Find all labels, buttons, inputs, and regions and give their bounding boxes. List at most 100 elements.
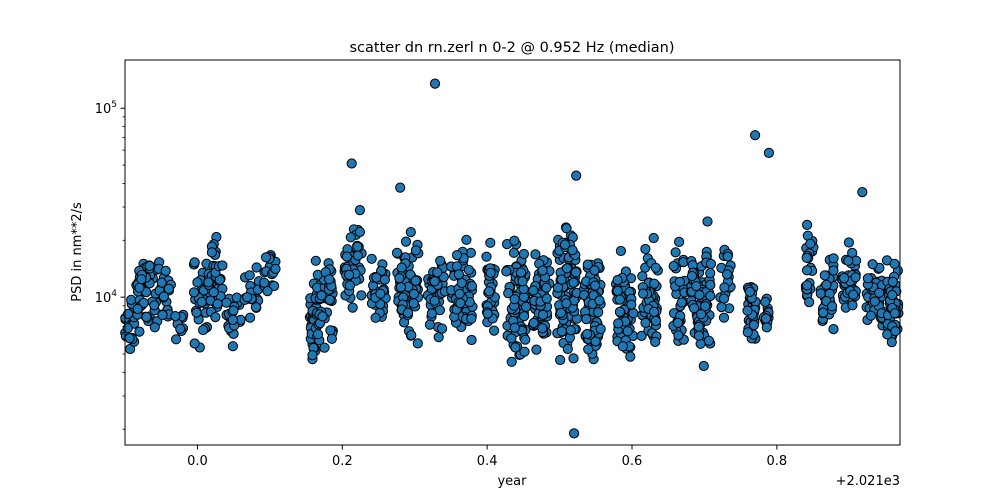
data-point: [718, 312, 730, 323]
data-point: [719, 282, 730, 293]
data-point: [760, 296, 771, 308]
data-point: [819, 270, 830, 281]
data-point: [188, 287, 200, 298]
chart-title: scatter dn rn.zerl n 0-2 @ 0.952 Hz (med…: [349, 40, 674, 56]
x-axis-offset-label: +2.021e3: [836, 474, 900, 489]
data-point: [569, 428, 580, 439]
data-point: [615, 245, 627, 257]
data-point: [886, 337, 897, 348]
data-point: [455, 298, 466, 309]
data-point: [801, 252, 812, 263]
data-point: [347, 302, 358, 313]
x-tick-label: 0.4: [477, 454, 498, 469]
data-point: [857, 187, 868, 198]
data-point: [217, 260, 228, 271]
data-point: [138, 297, 149, 309]
data-point: [157, 309, 168, 321]
data-point: [198, 324, 209, 336]
data-point: [134, 326, 145, 337]
data-point: [695, 338, 706, 349]
data-point: [801, 280, 813, 291]
data-point: [760, 313, 772, 324]
data-point: [537, 323, 548, 334]
data-point: [156, 277, 167, 288]
data-point: [555, 307, 567, 318]
data-point: [559, 239, 571, 250]
data-point: [451, 250, 463, 261]
data-point: [196, 296, 207, 308]
data-point: [722, 269, 733, 280]
data-point: [568, 353, 579, 364]
data-point: [674, 276, 686, 287]
data-point: [650, 262, 661, 273]
data-point: [370, 312, 381, 323]
data-point: [210, 312, 221, 323]
data-point: [354, 205, 365, 216]
y-axis-label: PSD in nm**2/s: [70, 202, 85, 302]
data-point: [561, 298, 572, 309]
data-point: [269, 280, 280, 292]
data-point: [354, 226, 365, 238]
data-point: [827, 301, 838, 312]
data-point: [466, 281, 478, 292]
data-point: [694, 289, 705, 300]
data-point: [676, 297, 687, 308]
data-point: [259, 277, 270, 288]
data-point: [518, 248, 530, 260]
data-point: [528, 317, 539, 329]
data-point: [501, 266, 512, 277]
data-point: [517, 276, 528, 287]
data-point: [650, 336, 661, 347]
data-point: [189, 338, 200, 349]
data-point: [509, 322, 520, 333]
data-point: [828, 324, 839, 335]
data-point: [748, 320, 760, 331]
data-point: [344, 280, 355, 291]
data-point: [149, 300, 160, 311]
data-point: [649, 278, 660, 289]
data-point: [890, 326, 901, 337]
data-point: [705, 268, 716, 279]
data-point: [805, 238, 816, 249]
data-point: [391, 247, 403, 258]
data-point: [134, 282, 145, 293]
x-axis: 0.0 0.2 0.4 0.6 0.8: [187, 445, 787, 469]
data-point: [839, 273, 850, 284]
data-point: [132, 303, 143, 315]
data-point: [761, 322, 772, 333]
data-point: [170, 311, 181, 322]
data-point: [689, 303, 700, 314]
data-point: [244, 270, 255, 281]
data-point: [175, 323, 186, 335]
data-point: [673, 330, 684, 341]
data-point: [508, 247, 520, 258]
data-point: [325, 325, 336, 336]
data-point: [242, 292, 253, 303]
data-point: [375, 288, 386, 299]
data-point: [617, 341, 628, 352]
data-point: [251, 262, 262, 273]
data-point: [503, 288, 514, 299]
data-point: [326, 333, 337, 344]
data-point: [705, 290, 716, 302]
data-point: [506, 356, 517, 367]
data-point: [594, 295, 605, 306]
data-point: [429, 78, 441, 89]
plot-frame: [124, 59, 901, 446]
data-point: [828, 253, 839, 264]
data-point: [519, 346, 530, 357]
data-point: [515, 267, 527, 278]
data-point: [379, 274, 390, 285]
data-point: [429, 276, 440, 287]
data-point: [556, 326, 567, 337]
data-point: [346, 158, 357, 169]
data-point: [485, 237, 496, 248]
data-point: [718, 293, 730, 304]
data-point: [510, 342, 521, 353]
data-point: [589, 265, 600, 276]
data-point: [693, 321, 704, 332]
x-tick-label: 0.8: [767, 454, 788, 469]
data-point: [763, 147, 775, 158]
data-point: [345, 232, 356, 243]
